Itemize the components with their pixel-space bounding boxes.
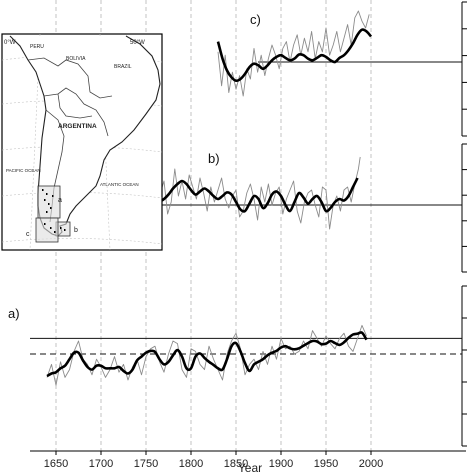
map-lon-right: 50°W xyxy=(130,40,145,46)
reference-lines xyxy=(30,61,462,355)
map-box-label-c: c xyxy=(26,231,30,238)
x-tick-label: 1800 xyxy=(179,458,203,470)
site-markers xyxy=(42,189,66,233)
map-lon-left: 0°W xyxy=(4,40,16,46)
map-country-brazil: BRAZIL xyxy=(114,64,132,70)
map-box-label-a: a xyxy=(58,197,62,204)
x-tick-label: 2000 xyxy=(359,458,383,470)
x-tick-label: 1700 xyxy=(89,458,113,470)
map-box-label-b: b xyxy=(74,227,78,234)
country-borders xyxy=(27,57,113,223)
map-country-argentina: ARGENTINA xyxy=(58,123,97,130)
x-tick-label: 1900 xyxy=(269,458,293,470)
series-line-smoothed-a xyxy=(46,331,368,378)
region-box-a xyxy=(37,185,61,219)
series-line-smoothed-c xyxy=(216,28,373,83)
x-tick-label: 1650 xyxy=(44,458,68,470)
x-ticks: 1650 1700 1750 1800 1850 1900 1950 2000 xyxy=(44,451,383,470)
series-line-annual-a xyxy=(46,324,367,386)
panel-label-a: a) xyxy=(8,306,20,321)
map-ocean-pacific: PACIFIC OCEAN xyxy=(6,168,41,173)
x-tick-label: 1750 xyxy=(134,458,158,470)
panel-frames xyxy=(461,1,467,447)
series-line-annual-c xyxy=(217,10,370,97)
region-box-c xyxy=(35,217,59,243)
map-ocean-atlantic: ATLANTIC OCEAN xyxy=(100,182,139,187)
map-country-bolivia: BOLIVIA xyxy=(66,56,86,62)
x-axis-label: Year xyxy=(238,461,262,474)
panel-label-b: b) xyxy=(208,151,220,166)
map-country-peru: PERU xyxy=(30,44,44,50)
x-tick-label: 1950 xyxy=(314,458,338,470)
inset-map: 0°W 50°W PERU BOLIVIA BRAZIL ARGENTINA P… xyxy=(1,33,163,251)
panel-label-c: c) xyxy=(250,12,261,27)
series-group xyxy=(46,10,373,386)
x-tick-label: 1850 xyxy=(224,458,248,470)
series-line-smoothed-b xyxy=(144,177,359,227)
